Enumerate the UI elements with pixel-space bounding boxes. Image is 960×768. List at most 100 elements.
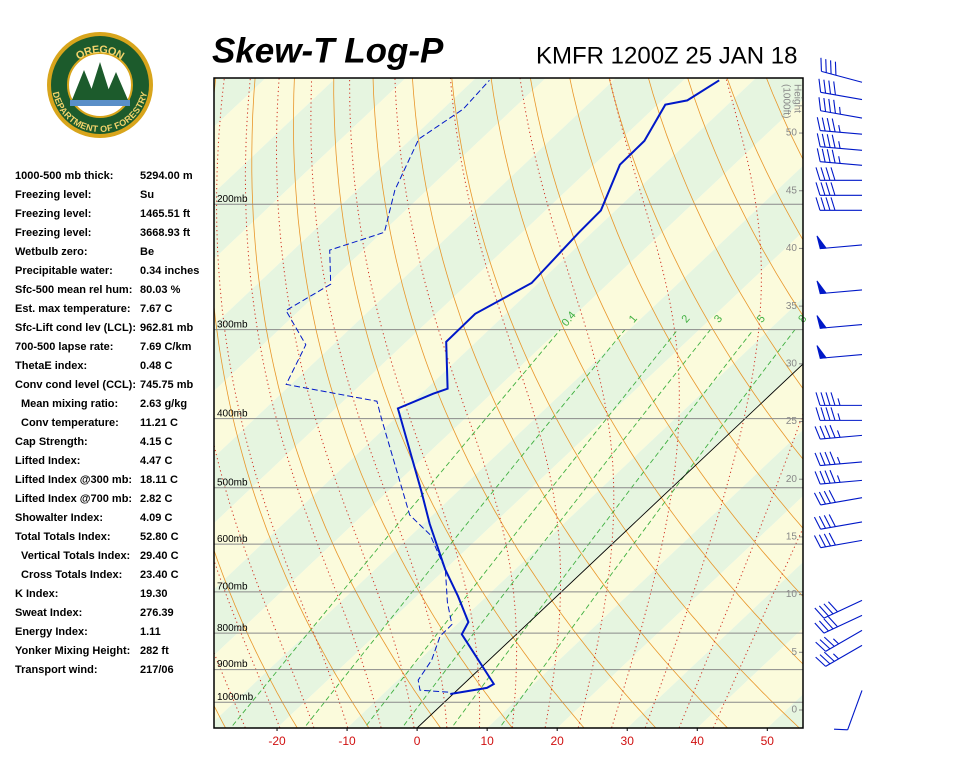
barb-half [837,398,841,406]
index-label: 1000-500 mb thick: [15,170,113,182]
barb-full [814,452,821,466]
isotherm-band [214,78,406,259]
index-value: 3668.93 ft [140,227,190,239]
barb-half [836,430,841,438]
barb-full [823,515,831,528]
barb-staff [820,539,863,549]
barb-staff [820,434,863,440]
wind-barb [816,345,863,359]
dry-adiabat [372,78,657,728]
barb-pennant [816,315,828,329]
barb-full [826,134,831,148]
barb-full [829,424,836,438]
height-tick-label: 40 [786,243,798,254]
index-label: Vertical Totals Index: [21,550,130,562]
index-value: 276.39 [140,607,174,619]
barb-full [823,79,827,94]
index-label: Energy Index: [15,626,88,638]
height-tick-label: 35 [786,301,798,312]
isotherm-band [214,165,803,728]
barb-full [823,651,835,662]
barb-full [830,392,836,406]
temperature-line [396,79,720,695]
barb-full [829,469,836,483]
dry-adiabat [490,78,803,665]
wind-barb [816,280,863,295]
wind-barb [818,78,863,101]
index-value: 1.11 [140,626,161,638]
index-label: Cross Totals Index: [21,569,122,581]
isotherm-band [627,562,803,728]
barb-full [818,534,827,548]
barb-full [830,182,836,196]
index-label: Yonker Mixing Height: [15,645,130,657]
barb-full [828,98,832,113]
height-axis-label: (1000ft) [780,84,791,118]
barb-full [818,491,827,505]
index-value: 2.82 C [140,493,172,505]
barb-full [820,392,826,406]
dry-adiabat [569,78,803,529]
x-tick-label: 50 [761,734,775,748]
barb-full [815,392,821,406]
wind-barb [816,235,863,250]
wind-barb [814,451,863,467]
index-value: 962.81 mb [140,322,193,334]
dry-adiabat [214,78,370,728]
barb-full [816,133,821,147]
barb-full [828,80,832,95]
index-value: 217/06 [140,664,174,676]
index-label: Conv temperature: [21,417,119,429]
wind-barb [814,599,863,619]
isotherm-band [767,694,803,728]
height-tick-label: 50 [786,128,798,139]
barb-half [839,106,841,115]
barb-full [831,118,836,132]
x-tick-label: 0 [414,734,421,748]
barb-full [818,78,822,93]
barb-half [837,413,841,421]
index-value: 4.47 C [140,455,172,467]
index-value: Su [140,189,154,201]
wind-barb [813,490,863,506]
index-label: Sfc-500 mean rel hum: [15,284,132,296]
dry-adiabat [648,78,803,390]
barb-full [814,607,825,619]
logo: OREGON DEPARTMENT OF FORESTRY [47,32,153,138]
barb-full [825,407,831,421]
index-value: 1465.51 ft [140,208,190,220]
barb-full [823,490,831,504]
logo-top-path: OREGON [74,44,126,63]
wind-barb [816,117,863,135]
dry-adiabat [333,78,585,728]
logo-water [70,100,130,106]
barb-full [825,182,831,196]
index-value: 0.34 inches [140,265,199,277]
barb-staff [820,461,863,467]
barb-staff [821,70,863,83]
barb-full [820,167,826,181]
wind-barb [815,167,862,181]
barb-full [815,167,821,181]
barb-full [824,470,831,484]
barb-full [820,182,826,196]
index-label: Mean mixing ratio: [21,398,118,410]
index-value: 18.11 C [140,474,178,486]
index-value: 23.40 C [140,569,179,581]
barb-full [821,148,826,163]
y-tick-label: 400mb [217,408,248,419]
barb-full [819,654,831,665]
barb-full [814,622,825,634]
barb-full [814,426,821,440]
x-tick-label: -10 [338,734,356,748]
index-label: Freezing level: [15,208,91,220]
isotherm-band [214,78,803,656]
barb-full [833,81,836,95]
index-label: Sfc-Lift cond lev (LCL): [15,322,136,334]
barb-full [828,601,838,613]
index-label: 700-500 lapse rate: [15,341,113,353]
isotherm-band [697,628,803,728]
barb-staff [820,521,863,530]
isotherm-band [214,78,616,458]
wind-barb [818,97,863,119]
